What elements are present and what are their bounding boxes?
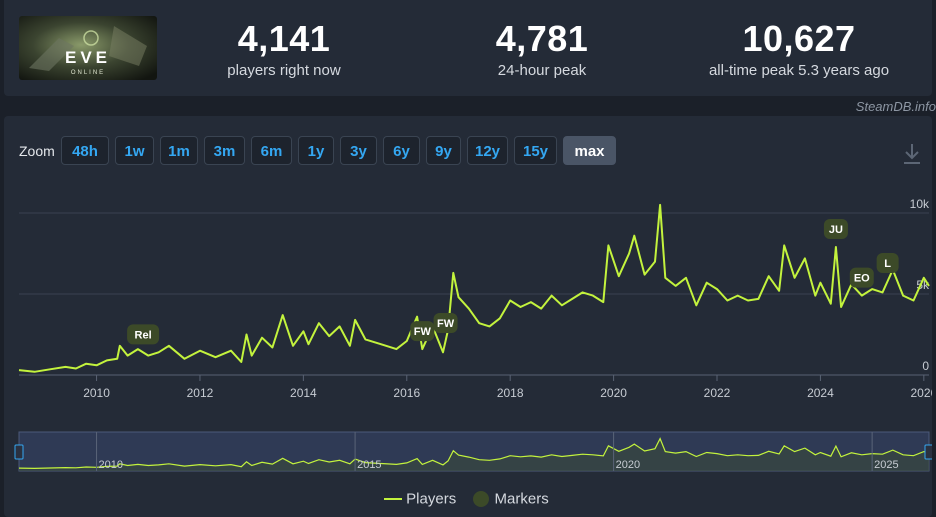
x-tick-label: 2020 [600, 386, 627, 400]
marker-label: JU [829, 224, 843, 236]
x-tick-label: 2010 [83, 386, 110, 400]
zoom-button-48h[interactable]: 48h [61, 136, 109, 165]
download-icon[interactable] [901, 142, 923, 166]
marker-label: L [884, 258, 891, 270]
marker-badge [127, 324, 160, 345]
zoom-button-3y[interactable]: 3y [340, 136, 377, 165]
marker-badge [876, 253, 899, 274]
x-tick-label: 2022 [704, 386, 731, 400]
navigator-tick-label: 2015 [357, 459, 381, 471]
zoom-label: Zoom [19, 143, 55, 159]
x-tick-label: 2016 [393, 386, 420, 400]
game-logo[interactable]: EVE ONLINE [19, 16, 157, 80]
navigator-left-handle[interactable] [14, 444, 24, 460]
marker-badge [410, 321, 435, 342]
zoom-button-15y[interactable]: 15y [514, 136, 557, 165]
zoom-button-1y[interactable]: 1y [298, 136, 334, 165]
x-axis-ticks: 2010 2012 2014 2016 2018 2020 2022 2024 2026 [83, 386, 932, 400]
zoom-button-3m[interactable]: 3m [204, 136, 245, 165]
stat-value: 4,781 [495, 18, 589, 59]
marker-ju[interactable]: JU [823, 219, 848, 240]
x-tick-label: 2018 [497, 386, 524, 400]
y-tick-label: 0 [922, 359, 929, 373]
navigator-tick-label: 2010 [99, 459, 123, 471]
marker-l[interactable]: L [876, 253, 899, 274]
stat-value: 10,627 [742, 18, 856, 59]
logo-subtitle: ONLINE [71, 70, 105, 76]
marker-badge [823, 219, 848, 240]
x-tick-label: 2014 [290, 386, 317, 400]
markers-legend-swatch [473, 491, 490, 508]
stat-label: all-time peak 5.3 years ago [708, 62, 890, 79]
zoom-button-6y[interactable]: 6y [383, 136, 420, 165]
zoom-button-12y[interactable]: 12y [467, 136, 508, 165]
marker-label: EO [854, 273, 870, 285]
marker-badge [433, 312, 458, 333]
chart-legend: Players Markers [384, 490, 549, 508]
stat-24h-peak: 4,781 24-hour peak [432, 18, 652, 80]
x-tick-label: 2026 [910, 386, 932, 400]
marker-label: FW [414, 326, 432, 338]
x-tick-label: 2024 [807, 386, 834, 400]
zoom-button-6m[interactable]: 6m [251, 136, 292, 165]
stat-current-players: 4,141 players right now [174, 18, 394, 80]
y-tick-label: 10k [910, 197, 930, 211]
eve-logo-image: EVE ONLINE [19, 16, 157, 80]
zoom-button-1w[interactable]: 1w [115, 136, 154, 165]
marker-label: FW [437, 318, 455, 330]
steamdb-credit[interactable]: SteamDB.info [855, 99, 936, 114]
zoom-button-9y[interactable]: 9y [426, 136, 461, 165]
marker-eo[interactable]: EO [849, 267, 874, 288]
chart-markers: Rel FW FW JU EO L [127, 219, 899, 345]
logo-title: EVE [65, 48, 111, 67]
navigator-right-handle[interactable] [924, 444, 932, 460]
players-series-line [18, 203, 930, 373]
stat-label: 24-hour peak [497, 62, 587, 79]
navigator-tick-label: 2025 [874, 459, 898, 471]
stat-label: players right now [227, 62, 341, 79]
stats-bar: EVE ONLINE 4,141 players right now 4,781… [4, 0, 932, 96]
zoom-button-1m[interactable]: 1m [160, 136, 198, 165]
range-navigator: 2010 2015 2020 2025 [14, 431, 932, 472]
zoom-button-max[interactable]: max [563, 136, 616, 165]
players-legend-swatch [384, 498, 402, 501]
legend-markers[interactable]: Markers [494, 490, 549, 508]
marker-fw[interactable]: FW [433, 312, 458, 333]
marker-fw[interactable]: FW [410, 321, 435, 342]
navigator-area [19, 438, 929, 471]
marker-label: Rel [135, 329, 152, 341]
marker-badge [849, 267, 874, 288]
navigator-tick-label: 2020 [616, 459, 640, 471]
x-tick-label: 2012 [187, 386, 214, 400]
legend-players[interactable]: Players [406, 490, 457, 508]
stat-all-time-peak: 10,627 all-time peak 5.3 years ago [689, 18, 909, 80]
navigator-line [18, 437, 930, 470]
marker-rel[interactable]: Rel [127, 324, 160, 345]
chart-panel: Zoom 48h 1w 1m 3m 6m 1y 3y 6y 9y 12y 15y max 0 5k 10k… [4, 116, 932, 517]
chart-grid [19, 212, 929, 381]
stat-value: 4,141 [237, 18, 331, 59]
